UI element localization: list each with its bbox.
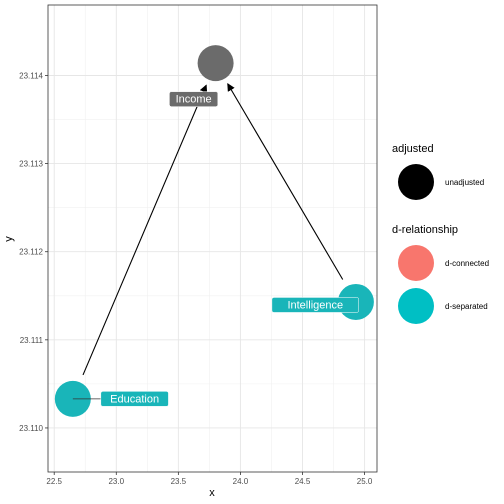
edge-arrow [82,84,208,376]
x-axis: 22.5 23.0 23.5 24.0 24.5 25.0 [46,472,373,486]
y-tick-label: 23.114 [19,71,43,80]
node-label: Income [176,94,212,106]
x-tick-label: 22.5 [46,477,62,486]
legend-label: d-connected [445,259,489,268]
nodes: Income Education Intelligence [54,45,374,417]
y-tick-label: 23.110 [19,424,43,433]
minor-grid [48,5,377,472]
node-label-box [169,91,219,107]
node-label: Education [110,393,159,405]
node-label: Intelligence [287,299,343,311]
x-tick-label: 23.0 [108,477,124,486]
y-tick-label: 23.112 [19,248,43,257]
node-circle [197,45,234,82]
legend-label: unadjusted [445,178,484,187]
legend-key [398,164,434,200]
node-label-box [100,391,169,407]
y-axis-title: y [3,236,15,242]
edges [82,82,344,376]
panel-border [47,4,378,473]
x-tick-label: 25.0 [357,477,373,486]
x-axis-title: x [209,487,215,499]
legend-title: d-relationship [392,224,458,236]
legend-key [398,245,434,281]
legend-title: adjusted [392,143,434,155]
legend-label: d-separated [445,302,488,311]
edge-arrow [227,82,344,280]
y-tick-label: 23.113 [19,160,43,169]
x-tick-label: 24.0 [233,477,249,486]
x-tick-label: 23.5 [171,477,187,486]
y-axis: 23.110 23.111 23.112 23.113 23.114 [19,71,48,433]
x-tick-label: 24.5 [295,477,311,486]
node-label-box [271,297,359,313]
legend-key [398,288,434,324]
legend: adjusted unadjusted d-relationship d-connec… [392,143,489,324]
y-tick-label: 23.111 [20,336,44,345]
